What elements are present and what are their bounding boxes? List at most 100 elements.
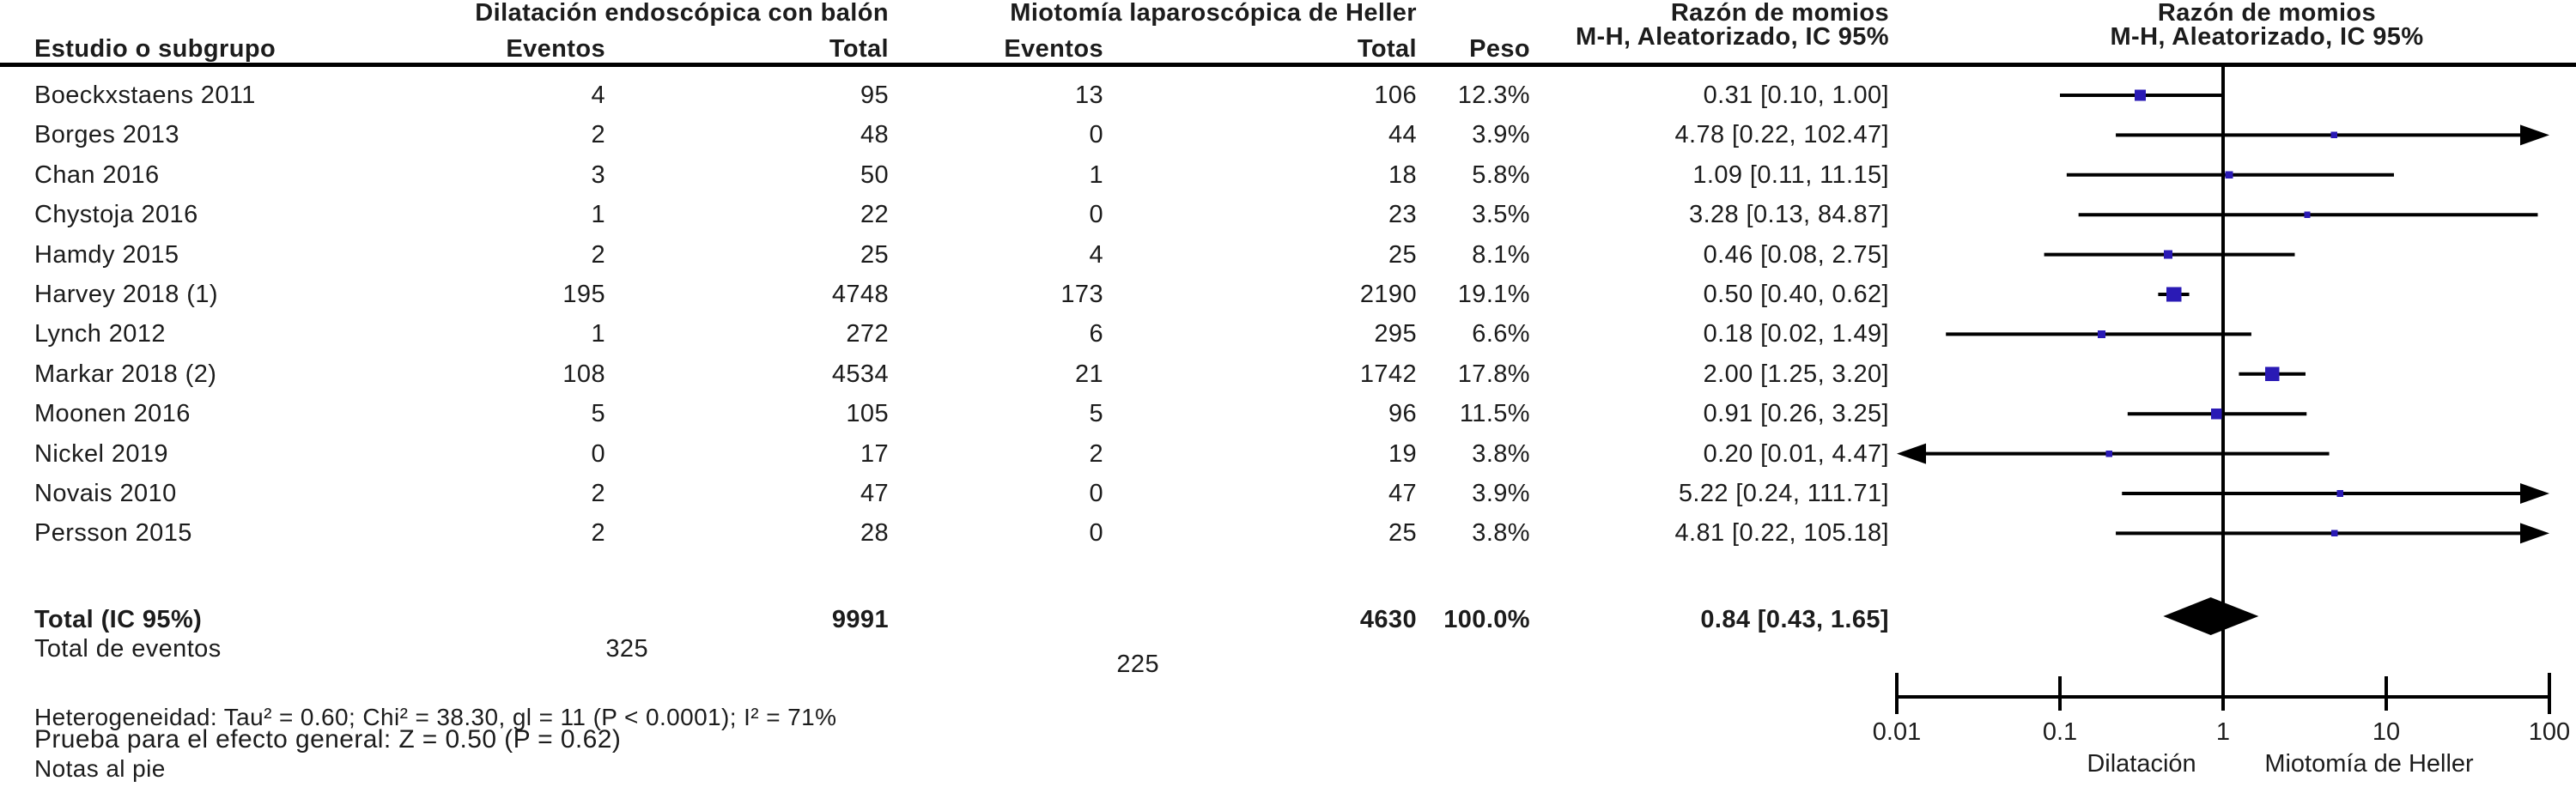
- weight-header: Peso: [1469, 35, 1530, 63]
- ci-arrow-right: [2520, 124, 2549, 146]
- total-events-label: Total de eventos: [34, 635, 222, 663]
- cell-group1-events: 195: [562, 281, 605, 308]
- cell-group1-total: 105: [846, 400, 889, 427]
- cell-group1-events: 1: [591, 320, 605, 348]
- cell-or-ci-text: 2.00 [1.25, 3.20]: [1703, 360, 1889, 388]
- plot-header-line1: Razón de momios: [2157, 0, 2377, 27]
- or-marker: [2264, 366, 2280, 382]
- total-group2-events: 225: [1116, 651, 1159, 678]
- cell-group1-total: 95: [860, 82, 889, 109]
- cell-or-ci-text: 0.50 [0.40, 0.62]: [1703, 281, 1889, 308]
- total-group1-events: 325: [605, 635, 648, 663]
- or-marker: [2336, 490, 2344, 497]
- axis-tick-label: 1: [2216, 718, 2230, 746]
- group1-header: Dilatación endoscópica con balón: [475, 0, 889, 27]
- cell-group2-total: 1742: [1359, 360, 1417, 388]
- cell-group1-events: 4: [591, 82, 605, 109]
- cell-group1-total: 48: [860, 121, 889, 148]
- cell-weight: 5.8%: [1472, 161, 1530, 189]
- cell-group2-total: 44: [1388, 121, 1417, 148]
- study-label: Moonen 2016: [34, 400, 191, 427]
- total-diamond: [2163, 597, 2259, 635]
- overall-effect-text: Prueba para el efecto general: Z = 0.50 …: [34, 725, 622, 754]
- cell-group1-total: 47: [860, 480, 889, 507]
- cell-or-ci-text: 0.91 [0.26, 3.25]: [1703, 400, 1889, 427]
- cell-group2-total: 295: [1374, 320, 1417, 348]
- cell-group2-events: 173: [1060, 281, 1103, 308]
- cell-group1-total: 17: [860, 440, 889, 468]
- cell-weight: 19.1%: [1457, 281, 1530, 308]
- cell-group1-events: 1: [591, 201, 605, 228]
- study-label: Nickel 2019: [34, 440, 168, 468]
- cell-weight: 6.6%: [1472, 320, 1530, 348]
- or-marker: [2134, 89, 2146, 101]
- cell-weight: 3.9%: [1472, 480, 1530, 507]
- cell-or-ci-text: 0.46 [0.08, 2.75]: [1703, 241, 1889, 269]
- study-label: Novais 2010: [34, 480, 177, 507]
- study-label: Lynch 2012: [34, 320, 166, 348]
- cell-group2-total: 47: [1388, 480, 1417, 507]
- axis-group-label-right: Miotomía de Heller: [2264, 750, 2474, 778]
- axis-tick-label: 100: [2529, 718, 2570, 746]
- cell-group2-total: 18: [1388, 161, 1417, 189]
- cell-or-ci-text: 0.31 [0.10, 1.00]: [1703, 82, 1889, 109]
- study-label: Markar 2018 (2): [34, 360, 217, 388]
- cell-group2-events: 6: [1089, 320, 1103, 348]
- cell-group2-total: 96: [1388, 400, 1417, 427]
- cell-group1-total: 50: [860, 161, 889, 189]
- axis-tick-label: 0.01: [1873, 718, 1921, 746]
- cell-group1-total: 22: [860, 201, 889, 228]
- cell-group2-total: 25: [1388, 241, 1417, 269]
- or-marker: [2163, 250, 2173, 259]
- cell-weight: 3.8%: [1472, 440, 1530, 468]
- cell-or-ci-text: 1.09 [0.11, 11.15]: [1692, 161, 1889, 189]
- study-label: Chystoja 2016: [34, 201, 198, 228]
- or-marker: [2097, 330, 2106, 339]
- cell-weight: 17.8%: [1457, 360, 1530, 388]
- or-marker: [2330, 530, 2338, 537]
- axis-tick-label: 10: [2372, 718, 2400, 746]
- total-label: Total (IC 95%): [34, 606, 203, 633]
- or-column-header-line1: Razón de momios: [1670, 0, 1889, 27]
- cell-or-ci-text: 4.81 [0.22, 105.18]: [1674, 519, 1889, 547]
- cell-group1-events: 3: [591, 161, 605, 189]
- cell-weight: 3.5%: [1472, 201, 1530, 228]
- cell-group1-events: 108: [562, 360, 605, 388]
- or-marker: [2166, 287, 2182, 302]
- cell-weight: 3.9%: [1472, 121, 1530, 148]
- group2-total-header: Total: [1357, 35, 1417, 63]
- cell-group2-total: 106: [1374, 82, 1417, 109]
- group2-events-header: Eventos: [1004, 35, 1103, 63]
- cell-group1-total: 25: [860, 241, 889, 269]
- study-label: Chan 2016: [34, 161, 160, 189]
- or-marker: [2105, 450, 2112, 457]
- cell-group2-events: 4: [1089, 241, 1103, 269]
- study-label: Borges 2013: [34, 121, 179, 148]
- footnote-text: Notas al pie: [34, 755, 166, 782]
- cell-group2-events: 0: [1089, 519, 1103, 547]
- cell-or-ci-text: 0.20 [0.01, 4.47]: [1703, 440, 1889, 468]
- axis-group-label-left: Dilatación: [2087, 750, 2196, 778]
- cell-group2-events: 13: [1074, 82, 1103, 109]
- group1-total-header: Total: [829, 35, 889, 63]
- cell-group2-events: 1: [1089, 161, 1103, 189]
- cell-group1-events: 2: [591, 519, 605, 547]
- cell-group2-events: 0: [1089, 480, 1103, 507]
- study-label: Persson 2015: [34, 519, 192, 547]
- cell-group2-events: 21: [1074, 360, 1103, 388]
- cell-group1-events: 2: [591, 241, 605, 269]
- cell-group1-events: 2: [591, 480, 605, 507]
- cell-group2-total: 25: [1388, 519, 1417, 547]
- study-label: Boeckxstaens 2011: [34, 82, 256, 109]
- total-or-text: 0.84 [0.43, 1.65]: [1700, 606, 1889, 633]
- cell-group1-total: 272: [846, 320, 889, 348]
- cell-group2-events: 0: [1089, 121, 1103, 148]
- cell-weight: 11.5%: [1459, 400, 1530, 427]
- cell-group2-total: 23: [1388, 201, 1417, 228]
- cell-or-ci-text: 3.28 [0.13, 84.87]: [1689, 201, 1889, 228]
- group1-events-header: Eventos: [506, 35, 605, 63]
- cell-group2-events: 0: [1089, 201, 1103, 228]
- ci-arrow-left: [1897, 443, 1926, 464]
- cell-group1-events: 5: [591, 400, 605, 427]
